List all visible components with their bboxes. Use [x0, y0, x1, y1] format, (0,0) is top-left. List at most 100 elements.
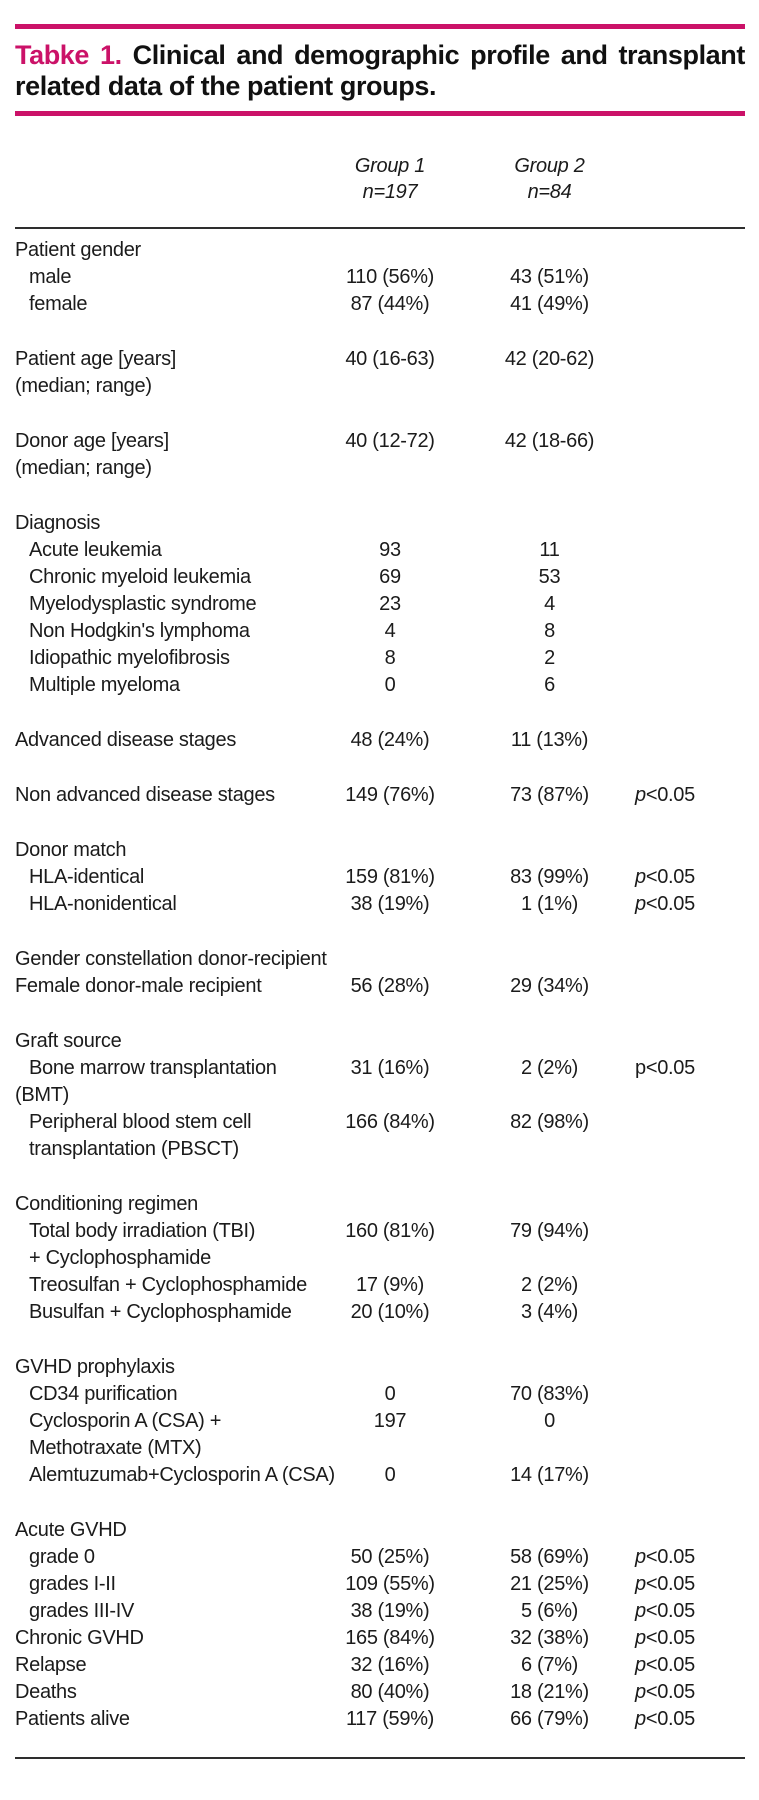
- table-row: HLA-identical 159 (81%) 83 (99%) p<0.05: [15, 864, 745, 891]
- p-value: [630, 1299, 735, 1326]
- row-label: CD34 purification: [29, 1383, 178, 1405]
- group1-value: 40 (16-63): [345, 348, 435, 370]
- p-value: [630, 291, 735, 318]
- group2-value: [492, 510, 607, 537]
- table-row: Female donor-male recipient 56 (28%) 29 …: [15, 973, 745, 1000]
- p-value: [630, 346, 735, 373]
- table-row: (BMT): [15, 1082, 745, 1109]
- p-value: [630, 1408, 735, 1435]
- group1-value: 4: [384, 620, 396, 642]
- p-value: [630, 1191, 735, 1218]
- table-row: + Cyclophosphamide: [15, 1245, 745, 1272]
- row-label: Conditioning regimen: [15, 1193, 199, 1215]
- row-label: female: [29, 293, 88, 315]
- group2-value: 82 (98%): [510, 1111, 589, 1133]
- p-value: [630, 455, 735, 482]
- p-value: p<0.05: [635, 1708, 695, 1730]
- table-row: Idiopathic myelofibrosis 8 2: [15, 645, 745, 672]
- row-label: Multiple myeloma: [29, 674, 180, 696]
- group1-value: 38 (19%): [350, 893, 430, 915]
- group2-value: 11 (13%): [510, 729, 589, 751]
- group1-value: 48 (24%): [350, 729, 430, 751]
- group1-value: 87 (44%): [350, 293, 430, 315]
- row-label: Relapse: [15, 1654, 87, 1676]
- table-number: Tabke 1.: [15, 40, 122, 70]
- group2-value: 43 (51%): [510, 266, 589, 288]
- row-label: Patients alive: [15, 1708, 130, 1730]
- group2-value: 4: [544, 593, 555, 615]
- group2-value: 66 (79%): [510, 1708, 589, 1730]
- row-label: HLA-identical: [29, 866, 145, 888]
- group1-value: 80 (40%): [350, 1681, 430, 1703]
- group1-value: 159 (81%): [345, 866, 435, 888]
- group2-value: 2 (2%): [520, 1057, 579, 1079]
- p-value: [630, 727, 735, 754]
- group1-value: 50 (25%): [350, 1546, 430, 1568]
- table-row: grade 0 50 (25%) 58 (69%) p<0.05: [15, 1544, 745, 1571]
- group2-value: [492, 237, 607, 264]
- row-label: male: [29, 266, 72, 288]
- row-label: Patient age [years]: [15, 348, 177, 370]
- group2-value: 8: [544, 620, 555, 642]
- group1-value: 56 (28%): [350, 975, 430, 997]
- p-value: [630, 591, 735, 618]
- group1-value: 38 (19%): [350, 1600, 430, 1622]
- group2-n: n=84: [527, 181, 572, 203]
- group1-value: 117 (59%): [345, 1708, 435, 1730]
- row-label: Advanced disease stages: [15, 729, 237, 751]
- group1-value: 110 (56%): [345, 266, 435, 288]
- group1-value: [335, 1435, 445, 1462]
- table-row: Acute GVHD: [15, 1517, 745, 1544]
- row-label: Total body irradiation (TBI): [29, 1220, 256, 1242]
- group2-value: 42 (20-62): [504, 348, 595, 370]
- group1-value: [335, 1028, 445, 1055]
- table-row: Patients alive 117 (59%) 66 (79%) p<0.05: [15, 1706, 745, 1733]
- row-label: Acute leukemia: [29, 539, 162, 561]
- p-value: [630, 264, 735, 291]
- p-value: [630, 1082, 735, 1109]
- row-label: Donor age [years]: [15, 430, 169, 452]
- table-caption: Tabke 1. Clinical and demographic profil…: [15, 40, 745, 102]
- group1-value: [335, 1136, 445, 1163]
- group1-value: 69: [379, 566, 401, 588]
- p-value: [630, 645, 735, 672]
- row-label: Idiopathic myelofibrosis: [29, 647, 230, 669]
- table-row: Alemtuzumab+Cyclosporin A (CSA) 0 14 (17…: [15, 1462, 745, 1489]
- p-value: [630, 1272, 735, 1299]
- p-value: [630, 237, 735, 264]
- p-value: p<0.05: [635, 1654, 695, 1676]
- row-label: grades I-II: [29, 1573, 116, 1595]
- p-value: [630, 537, 735, 564]
- row-label: Peripheral blood stem cell: [29, 1111, 252, 1133]
- group2-value: 42 (18-66): [504, 430, 595, 452]
- p-value: [630, 1136, 735, 1163]
- table-row: GVHD prophylaxis: [15, 1354, 745, 1381]
- group2-value: 3 (4%): [520, 1301, 579, 1323]
- table-caption-line2: related data of the patient groups.: [15, 71, 437, 101]
- p-value: [630, 1435, 735, 1462]
- p-value: p<0.05: [635, 1573, 695, 1595]
- table-row: (median; range): [15, 455, 745, 482]
- group1-value: 23: [379, 593, 401, 615]
- row-label: transplantation (PBSCT): [29, 1138, 239, 1160]
- row-label: Acute GVHD: [15, 1519, 127, 1541]
- table-row: male 110 (56%) 43 (51%): [15, 264, 745, 291]
- row-label: Cyclosporin A (CSA) +: [29, 1410, 222, 1432]
- row-label: Chronic GVHD: [15, 1627, 144, 1649]
- group2-value: 73 (87%): [510, 784, 589, 806]
- group2-value: 32 (38%): [510, 1627, 589, 1649]
- row-label: Female donor-male recipient: [15, 975, 262, 997]
- row-label: + Cyclophosphamide: [29, 1247, 211, 1269]
- group2-value: 41 (49%): [510, 293, 589, 315]
- row-label: Myelodysplastic syndrome: [29, 593, 257, 615]
- table-row: Patient gender: [15, 237, 745, 264]
- group1-value: 0: [384, 1464, 396, 1486]
- p-value: p<0.05: [635, 1681, 695, 1703]
- p-value: p<0.05: [635, 1600, 695, 1622]
- p-value: [630, 946, 735, 973]
- group2-value: 6 (7%): [520, 1654, 579, 1676]
- table-row: (median; range): [15, 373, 745, 400]
- table-body: Patient gender male 110 (56%) 43 (51%) f…: [15, 237, 745, 1733]
- row-label: Diagnosis: [15, 512, 101, 534]
- group2-value: [492, 1435, 607, 1462]
